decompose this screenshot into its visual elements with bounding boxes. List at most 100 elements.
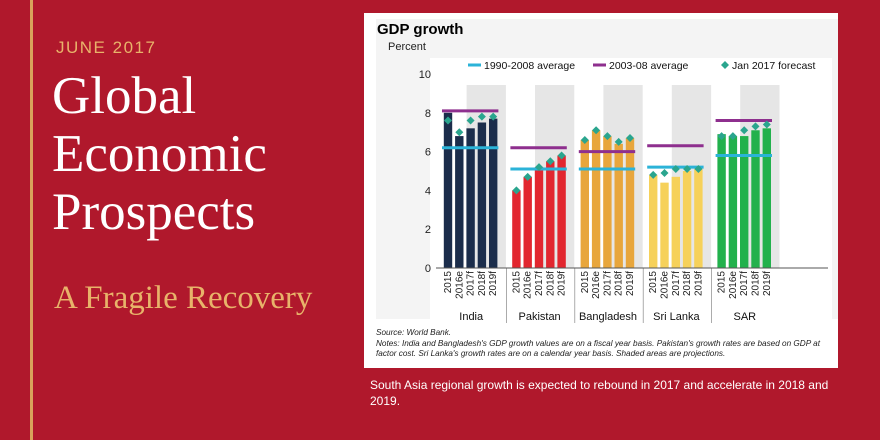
bar (466, 128, 475, 268)
x-tick-label: 2018f (614, 271, 625, 296)
bar (625, 138, 635, 268)
bar (546, 161, 555, 268)
x-tick-label: 2016e (523, 271, 534, 299)
forecast-marker (717, 132, 726, 141)
x-tick-label: 2018f (682, 271, 693, 296)
forecast-marker (535, 163, 543, 172)
bar (740, 136, 749, 268)
forecast-marker (614, 137, 623, 146)
forecast-marker (444, 116, 452, 125)
x-tick-label: 2015 (648, 271, 659, 294)
x-tick-label: 2018f (751, 271, 762, 296)
forecast-marker (512, 186, 521, 195)
bar (660, 182, 669, 268)
forecast-marker (671, 165, 680, 174)
forecast-marker (557, 151, 566, 160)
forecast-marker (546, 157, 555, 166)
group-label: India (459, 311, 484, 323)
x-tick-label: 2016e (728, 271, 739, 299)
legend-label: 1990-2008 average (484, 60, 575, 72)
bar (557, 155, 566, 268)
y-tick-label: 2 (425, 224, 431, 236)
x-tick-label: 2019f (693, 271, 704, 296)
forecast-marker (580, 135, 589, 144)
x-tick-label: 2019f (625, 271, 636, 296)
report-subtitle: A Fragile Recovery (54, 280, 313, 316)
legend-label: 2003-08 average (609, 60, 689, 72)
x-tick-label: 2015 (580, 271, 591, 294)
x-tick-label: 2019f (488, 271, 499, 296)
bar (534, 167, 544, 268)
forecast-marker (489, 112, 498, 121)
group-label: SAR (733, 311, 756, 323)
forecast-marker (660, 168, 669, 177)
chart-notes-text: Notes: India and Bangladesh's GDP growth… (376, 338, 820, 359)
forecast-marker (592, 126, 601, 135)
x-tick-label: 2018f (477, 271, 488, 296)
forecast-marker (740, 126, 749, 135)
forecast-marker (626, 134, 634, 143)
chart-y-axis-label: Percent (388, 41, 426, 53)
caption-text: South Asia regional growth is expected t… (370, 378, 829, 408)
forecast-marker (523, 172, 532, 181)
group-label: Bangladesh (579, 311, 637, 323)
x-tick-label: 2019f (557, 271, 568, 296)
bar (523, 176, 532, 268)
bar (717, 134, 726, 268)
x-tick-label: 2017f (466, 271, 477, 296)
bar (762, 128, 771, 268)
y-tick-label: 0 (425, 263, 431, 275)
x-tick-label: 2017f (602, 271, 613, 296)
bar (671, 176, 680, 268)
y-tick-label: 10 (419, 69, 431, 81)
forecast-marker (751, 122, 760, 131)
bar (649, 174, 658, 268)
x-tick-label: 2017f (739, 271, 750, 296)
bar (455, 136, 464, 268)
report-title-line-1: Global (52, 67, 197, 125)
bar (477, 122, 487, 268)
bar (751, 130, 760, 268)
x-tick-label: 2019f (762, 271, 773, 296)
chart-notes: Source: World Bank. Notes: India and Ban… (376, 328, 831, 360)
bar (591, 130, 601, 268)
report-title-line-3: Prospects (52, 183, 256, 241)
forecast-marker (649, 170, 658, 179)
forecast-marker (603, 132, 612, 141)
x-tick-label: 2016e (591, 271, 602, 299)
y-tick-label: 8 (425, 108, 431, 120)
y-tick-label: 6 (425, 147, 431, 159)
legend-swatch-forecast (721, 61, 729, 69)
forecast-marker (694, 165, 703, 174)
report-date: JUNE 2017 (56, 38, 157, 57)
legend-label: Jan 2017 forecast (732, 60, 816, 72)
chart-source: Source: World Bank. (376, 328, 452, 337)
left-accent-line (30, 0, 33, 440)
y-tick-label: 4 (425, 185, 431, 197)
bar (614, 143, 623, 268)
x-tick-label: 2016e (454, 271, 465, 299)
forecast-marker (762, 120, 771, 129)
bar (682, 171, 692, 268)
x-tick-label: 2016e (660, 271, 671, 299)
bar (489, 118, 498, 269)
group-label: Sri Lanka (653, 311, 700, 323)
bar (694, 169, 703, 268)
x-tick-label: 2017f (671, 271, 682, 296)
gdp-growth-chart: 0 2 4 6 8 10 1990-2008 average 2003-08 average J… (376, 19, 838, 323)
chart-title: GDP growth (377, 21, 464, 38)
forecast-marker (477, 112, 486, 121)
forecast-marker (455, 128, 464, 137)
x-tick-label: 2017f (534, 271, 545, 296)
bar (512, 190, 521, 268)
forecast-marker (728, 132, 737, 141)
x-tick-label: 2015 (717, 271, 728, 294)
report-title-line-2: Economic (52, 125, 267, 183)
bar (580, 139, 589, 268)
x-tick-label: 2018f (545, 271, 556, 296)
x-tick-label: 2015 (443, 271, 454, 294)
bar (603, 136, 612, 268)
bar (443, 112, 453, 268)
x-tick-label: 2015 (511, 271, 522, 294)
bar (728, 136, 738, 268)
